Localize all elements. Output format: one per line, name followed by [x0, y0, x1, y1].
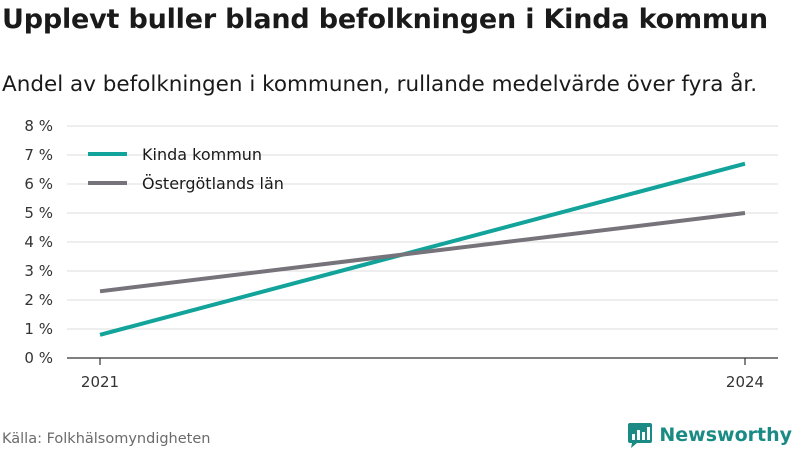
line-chart: 0 % 1 % 2 % 3 % 4 % 5 % 6 % 7 % 8 % 2021 2024 Kin… — [24, 117, 778, 391]
brand-logo: Newsworthy — [627, 420, 792, 450]
y-tick-label: 8 % — [24, 117, 53, 135]
x-tick-label: 2024 — [726, 373, 764, 391]
y-tick-label: 5 % — [24, 204, 53, 222]
y-tick-label: 3 % — [24, 262, 53, 280]
legend-label: Kinda kommun — [142, 145, 262, 164]
x-axis: 2021 2024 — [67, 357, 778, 391]
y-tick-label: 2 % — [24, 291, 53, 309]
grid-lines — [67, 125, 778, 330]
series-lines — [99, 161, 746, 337]
series-line-1 — [99, 161, 746, 337]
chart-title: Upplevt buller bland befolkningen i Kind… — [2, 4, 768, 35]
y-tick-label: 4 % — [24, 233, 53, 251]
y-tick-label: 0 % — [24, 349, 53, 367]
x-tick-label: 2021 — [81, 373, 119, 391]
y-tick-label: 1 % — [24, 320, 53, 338]
legend-label: Östergötlands län — [142, 174, 284, 193]
chart-subtitle: Andel av befolkningen i kommunen, rullan… — [2, 72, 758, 97]
y-tick-label: 7 % — [24, 146, 53, 164]
brand-name: Newsworthy — [659, 424, 792, 446]
y-tick-label: 6 % — [24, 175, 53, 193]
source-note: Källa: Folkhälsomyndigheten — [2, 431, 211, 447]
legend: Kinda kommun Östergötlands län — [88, 145, 284, 193]
y-axis-tick-labels: 0 % 1 % 2 % 3 % 4 % 5 % 6 % 7 % 8 % — [24, 117, 53, 367]
series-line-2 — [99, 211, 746, 294]
newsworthy-logo-icon — [628, 423, 653, 448]
